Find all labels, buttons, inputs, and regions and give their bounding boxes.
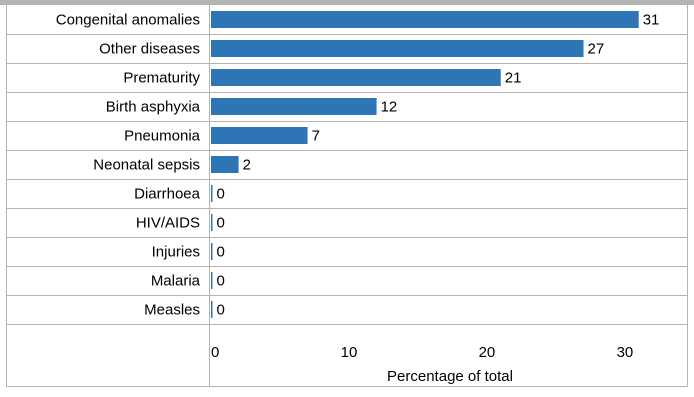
- bar: [211, 40, 584, 57]
- bar: [211, 214, 213, 231]
- bar: [211, 11, 639, 28]
- bars: [211, 11, 639, 318]
- category-label: Pneumonia: [124, 128, 201, 145]
- category-label: Other diseases: [99, 41, 200, 58]
- bar: [211, 69, 501, 86]
- x-tick-label: 10: [341, 344, 358, 361]
- value-label: 0: [217, 302, 225, 319]
- value-label: 0: [217, 244, 225, 261]
- category-label: Birth asphyxia: [106, 99, 201, 116]
- value-label: 0: [217, 186, 225, 203]
- value-label: 12: [381, 99, 398, 116]
- category-label: Measles: [144, 302, 200, 319]
- x-tick-label: 0: [211, 344, 219, 361]
- bar: [211, 127, 308, 144]
- x-tick-label: 20: [479, 344, 496, 361]
- top-border: [0, 0, 694, 5]
- category-label: Injuries: [152, 244, 200, 261]
- value-label: 0: [217, 215, 225, 232]
- bar: [211, 156, 239, 173]
- category-label: Malaria: [151, 273, 201, 290]
- table-frame: [0, 0, 694, 387]
- x-axis: 0 10 20 30: [211, 344, 633, 361]
- category-label: Congenital anomalies: [56, 12, 200, 29]
- value-label: 27: [588, 41, 605, 58]
- category-label: Prematurity: [123, 70, 200, 87]
- x-axis-title: Percentage of total: [387, 368, 513, 385]
- category-label: Neonatal sepsis: [93, 157, 200, 174]
- value-label: 21: [505, 70, 522, 87]
- category-label: HIV/AIDS: [136, 215, 200, 232]
- value-label: 31: [643, 12, 660, 29]
- category-labels: Congenital anomalies Other diseases Premat…: [56, 12, 201, 319]
- bar: [211, 185, 213, 202]
- value-labels: 31 27 21 12 7 2 0 0 0 0 0: [217, 12, 660, 319]
- x-tick-label: 30: [617, 344, 634, 361]
- row-gridlines: [6, 34, 688, 325]
- value-label: 0: [217, 273, 225, 290]
- bar: [211, 98, 377, 115]
- bar: [211, 243, 213, 260]
- value-label: 2: [243, 157, 251, 174]
- category-label: Diarrhoea: [134, 186, 201, 203]
- bar: [211, 272, 213, 289]
- bar: [211, 301, 213, 318]
- value-label: 7: [312, 128, 320, 145]
